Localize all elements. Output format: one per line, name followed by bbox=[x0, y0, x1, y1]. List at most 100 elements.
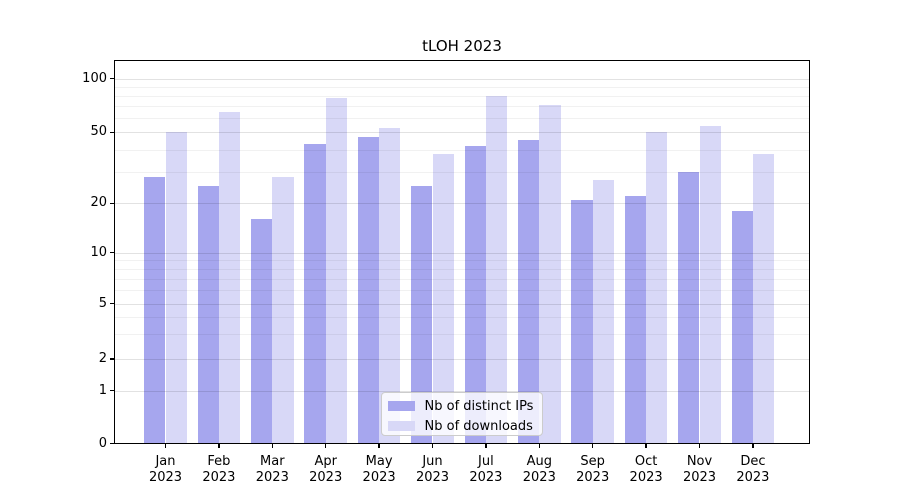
year-label: 2023 bbox=[362, 469, 396, 485]
bar-downloads-jun bbox=[432, 153, 454, 444]
y-tick-label-20: 20 bbox=[90, 195, 107, 211]
y-tick-label-2: 2 bbox=[98, 351, 107, 366]
x-tick-aug bbox=[538, 443, 540, 448]
y-tick-5 bbox=[110, 302, 114, 305]
major-gridline-100 bbox=[114, 78, 810, 80]
month-label: Nov bbox=[686, 454, 713, 469]
bar-downloads-feb bbox=[218, 111, 241, 444]
minor-gridline-30 bbox=[114, 171, 810, 173]
bar-distinct-ips-may bbox=[357, 137, 380, 444]
legend-swatch-downloads bbox=[387, 421, 415, 431]
bar-downloads-may bbox=[379, 127, 401, 444]
legend-label: Nb of distinct IPs bbox=[424, 398, 534, 414]
legend-label: Nb of downloads bbox=[424, 418, 533, 434]
x-tick-jul bbox=[485, 443, 487, 448]
x-tick-nov bbox=[698, 443, 701, 448]
y-tick-label-100: 100 bbox=[82, 70, 107, 86]
x-tick-label-jun: Jun 2023 bbox=[401, 454, 465, 485]
month-label: Feb bbox=[207, 454, 231, 469]
y-tick-2 bbox=[110, 358, 114, 360]
bar-downloads-sep bbox=[592, 180, 615, 444]
year-label: 2023 bbox=[415, 469, 450, 485]
bar-downloads-oct bbox=[646, 132, 668, 444]
x-tick-label-oct: Oct 2023 bbox=[614, 454, 678, 485]
month-label: Dec bbox=[740, 454, 766, 469]
bar-distinct-ips-aug bbox=[517, 140, 540, 444]
major-gridline-50 bbox=[114, 132, 810, 134]
x-tick-jun bbox=[431, 443, 434, 448]
bar-distinct-ips-oct bbox=[624, 195, 647, 444]
month-label: Oct bbox=[634, 454, 658, 469]
x-tick-dec bbox=[752, 443, 754, 448]
minor-gridline-7 bbox=[114, 278, 810, 280]
bar-downloads-aug bbox=[539, 105, 561, 444]
year-label: 2023 bbox=[576, 469, 610, 485]
bar-distinct-ips-feb bbox=[197, 186, 219, 444]
month-label: Jun bbox=[422, 454, 443, 469]
month-label: Jul bbox=[478, 454, 494, 469]
plot-area bbox=[114, 60, 810, 444]
year-label: 2023 bbox=[309, 469, 343, 485]
minor-gridline-60 bbox=[114, 118, 810, 120]
month-label: Aug bbox=[526, 454, 552, 469]
x-tick-label-apr: Apr 2023 bbox=[294, 454, 358, 485]
y-tick-label-10: 10 bbox=[90, 244, 107, 260]
year-label: 2023 bbox=[682, 469, 717, 485]
chart-title: tLOH 2023 bbox=[422, 37, 502, 55]
major-gridline-20 bbox=[114, 203, 810, 205]
y-tick-label-0: 0 bbox=[98, 435, 107, 451]
bar-distinct-ips-dec bbox=[731, 210, 753, 444]
x-tick-mar bbox=[271, 443, 273, 448]
x-tick-oct bbox=[645, 443, 647, 448]
x-tick-label-may: May 2023 bbox=[347, 454, 411, 485]
y-tick-20 bbox=[110, 202, 114, 204]
x-tick-label-dec: Dec 2023 bbox=[721, 454, 785, 485]
y-tick-1 bbox=[110, 389, 114, 392]
x-tick-label-feb: Feb 2023 bbox=[187, 454, 251, 485]
y-tick-label-1: 1 bbox=[98, 382, 107, 398]
x-tick-label-aug: Aug 2023 bbox=[507, 454, 571, 485]
bar-downloads-jan bbox=[165, 132, 187, 444]
bar-distinct-ips-jun bbox=[411, 186, 433, 444]
minor-gridline-6 bbox=[114, 290, 810, 292]
legend-item-downloads: Nb of downloads bbox=[382, 416, 542, 436]
y-tick-50 bbox=[110, 131, 114, 133]
legend-item-distinct-ips: Nb of distinct IPs bbox=[382, 396, 542, 416]
bar-distinct-ips-jul bbox=[464, 145, 486, 444]
minor-gridline-90 bbox=[114, 86, 810, 88]
major-gridline-2 bbox=[114, 359, 810, 360]
minor-gridline-70 bbox=[114, 106, 810, 108]
bar-distinct-ips-nov bbox=[678, 171, 700, 444]
x-tick-label-nov: Nov 2023 bbox=[668, 454, 732, 485]
minor-gridline-4 bbox=[114, 317, 810, 319]
year-label: 2023 bbox=[202, 469, 236, 485]
x-tick-label-mar: Mar 2023 bbox=[240, 454, 304, 485]
minor-gridline-3 bbox=[114, 334, 810, 336]
major-gridline-1 bbox=[114, 390, 810, 392]
minor-gridline-80 bbox=[114, 95, 810, 97]
x-tick-label-jul: Jul 2023 bbox=[454, 454, 518, 485]
y-tick-label-50: 50 bbox=[90, 124, 107, 140]
bar-distinct-ips-mar bbox=[250, 219, 273, 444]
x-tick-may bbox=[378, 443, 380, 448]
x-tick-label-sep: Sep 2023 bbox=[561, 454, 625, 485]
bar-downloads-apr bbox=[325, 97, 348, 444]
major-gridline-5 bbox=[114, 303, 810, 305]
y-tick-100 bbox=[110, 77, 114, 80]
bar-downloads-mar bbox=[272, 177, 294, 444]
bar-downloads-nov bbox=[699, 126, 721, 444]
year-label: 2023 bbox=[736, 469, 770, 485]
minor-gridline-40 bbox=[114, 149, 810, 151]
x-tick-feb bbox=[218, 443, 220, 448]
x-tick-sep bbox=[592, 443, 594, 448]
month-label: Apr bbox=[314, 454, 337, 469]
y-tick-label-5: 5 bbox=[98, 295, 107, 311]
year-label: 2023 bbox=[148, 469, 183, 485]
x-tick-label-jan: Jan 2023 bbox=[134, 454, 198, 485]
year-label: 2023 bbox=[629, 469, 663, 485]
bar-distinct-ips-jan bbox=[144, 177, 166, 444]
year-label: 2023 bbox=[255, 469, 289, 485]
legend: Nb of distinct IPs Nb of downloads bbox=[380, 392, 543, 436]
month-label: Mar bbox=[260, 454, 285, 469]
